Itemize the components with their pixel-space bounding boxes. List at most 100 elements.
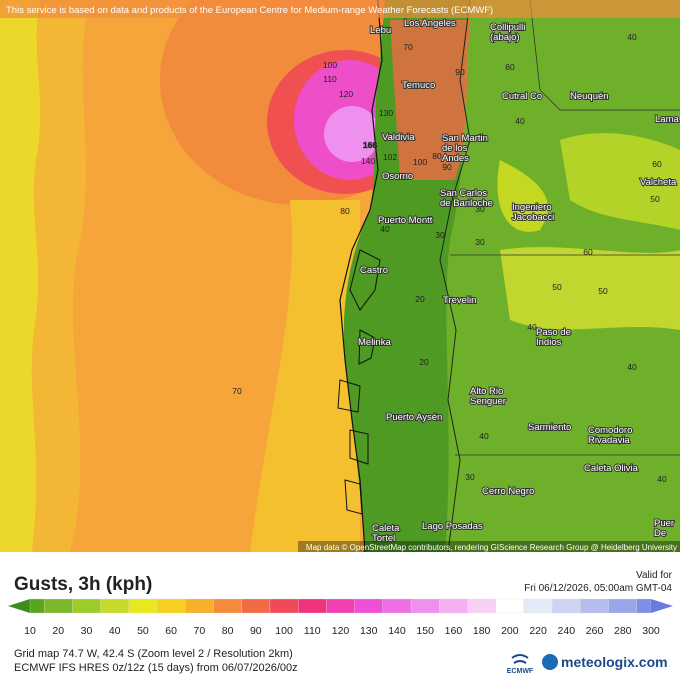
contour-label: 130 [379,108,393,118]
yellow-patch [560,133,680,230]
city-label: Alto Rio [470,386,503,397]
contour-label: 30 [475,204,485,214]
valid-label: Valid for [636,570,673,581]
colorbar-segment [128,598,158,614]
city-label: Castro [360,265,388,276]
city-label: Ingeniero [512,202,552,213]
model-info: ECMWF IFS HRES 0z/12z (15 days) from 06/… [14,662,298,674]
colorbar-segment [269,598,299,614]
contour-label: 110 [323,74,337,84]
colorbar-tick-label: 60 [165,625,177,637]
colorbar-tick-label: 110 [304,625,321,637]
coastal-band [250,200,360,552]
colorbar-segment [354,598,383,614]
colorbar-segment [636,598,652,614]
city-label: Tortel [372,533,395,544]
colorbar-tick-label: 70 [194,625,206,637]
contour-label: 90 [442,162,452,172]
province-border [450,0,680,456]
colorbar-tick-label: 30 [81,625,93,637]
contour-label: 90 [455,67,465,77]
city-label: Jacobacci [512,212,554,223]
contour-label: 40 [627,362,637,372]
colorbar-tick-label: 120 [332,625,350,637]
colorbar-segment [467,598,496,614]
attribution-bg [298,541,680,552]
brand: meteologix.com [561,654,668,670]
legend-title: Gusts, 3h (kph) [14,574,152,595]
contour-label: 60 [505,62,515,72]
colorbar-tick-label: 20 [52,625,64,637]
city-label: Neuquén [570,91,609,102]
colorbar-tick-label: 180 [473,625,491,637]
contour-label: 40 [657,474,667,484]
contour-label: 140 [361,156,375,166]
legend: Gusts, 3h (kph) Valid for Fri 06/12/2026… [8,570,673,637]
colorbar-tick-label: 280 [614,625,632,637]
ecmwf-text: ECMWF [507,668,534,675]
city-label: de Bariloche [440,198,493,209]
city-label: de los [442,143,468,154]
contour-label: 30 [435,230,445,240]
contour-label: 60 [583,247,593,257]
colorbar-segment [213,598,242,614]
colorbar-segment [439,598,468,614]
colorbar-segment [43,598,73,614]
city-label: Valdivia [382,132,415,143]
colorbar-segment [156,598,186,614]
colorbar-tick-label: 160 [445,625,463,637]
city-label: Sarmiento [528,422,571,433]
city-label: Lebu [370,25,391,36]
city-label: Paso de [536,327,571,338]
city-label: Rivadavia [588,435,630,446]
colorbar-segment [72,598,101,614]
colorbar-tick-label: 140 [388,625,406,637]
coastline [339,0,383,553]
low-gust-band [0,0,41,552]
colorbar-segment [608,598,638,614]
border [439,0,471,553]
contour-label: 100 [323,60,337,70]
notice: This service is based on data and produc… [6,5,493,16]
footer: Grid map 74.7 W, 42.4 S (Zoom level 2 / … [14,648,668,675]
contour-label: 40 [515,116,525,126]
city-label: Caleta Olivia [584,463,639,474]
band [31,0,90,552]
city-label: Melinka [358,337,391,348]
contour-label: 40 [627,32,637,42]
notice-bg [0,0,680,18]
city-label: Lama [655,114,679,125]
storm-center [324,106,380,162]
colorbar-segment [185,598,214,614]
attribution: Map data © OpenStreetMap contributors, r… [306,543,677,552]
contour-label: 80 [432,151,442,161]
city-label: Puerto Montt [378,215,433,226]
inland-gusts [390,20,470,180]
colorbar-segment [100,598,129,614]
yellow-patch [500,247,680,330]
city-label: Caleta [372,523,400,534]
contour-label: 166 [363,140,377,150]
colorbar-tick-label: 260 [586,625,604,637]
colorbar-tick-label: 40 [109,625,121,637]
contour-label: 40 [479,431,489,441]
city-label: Temuco [402,80,435,91]
contour-label: 100 [413,157,427,167]
city-label: Osorno [382,171,413,182]
city-label: Cutral Co [502,91,542,102]
contour-label: 40 [527,322,537,332]
ecmwf-logo [511,654,529,664]
city-label: Andes [442,153,469,164]
colorbar-tick-label: 150 [416,625,434,637]
grid-info: Grid map 74.7 W, 42.4 S (Zoom level 2 / … [14,648,293,660]
colorbar-segment [382,598,412,614]
islands [337,249,381,515]
colorbar-segment [495,598,525,614]
colorbar-tick-label: 240 [558,625,576,637]
contour-label: 102 [383,152,397,162]
contour-label: 50 [598,286,608,296]
yellow-patch [497,160,548,232]
city-label: Collipulli [490,22,525,33]
